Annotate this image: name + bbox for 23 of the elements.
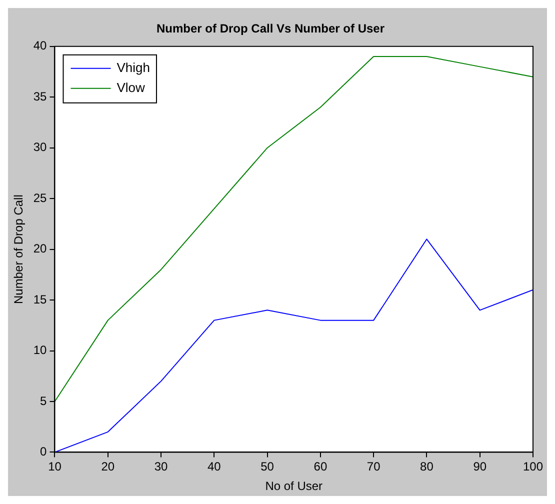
y-tick-label: 10 (33, 343, 48, 358)
x-axis-title: No of User (265, 479, 323, 494)
x-tick-label: 40 (207, 460, 222, 474)
legend-label: Vhigh (116, 60, 150, 75)
y-tick-label: 0 (40, 444, 48, 459)
chart-title: Number of Drop Call Vs Number of User (156, 22, 385, 36)
y-tick-label: 20 (33, 242, 48, 256)
x-tick-label: 80 (420, 460, 434, 474)
legend-label: Vlow (116, 80, 146, 95)
y-tick-label: 35 (33, 89, 48, 104)
x-tick-label: 60 (314, 460, 328, 474)
y-tick-label: 40 (33, 38, 48, 53)
x-tick-label: 90 (473, 460, 487, 474)
y-tick-label: 25 (33, 190, 48, 205)
y-tick-label: 15 (33, 292, 48, 306)
x-tick-label: 30 (154, 460, 168, 474)
x-tick-label: 50 (260, 460, 274, 474)
x-tick-label: 20 (101, 460, 115, 474)
x-tick-label: 70 (366, 460, 381, 474)
y-tick-label: 5 (40, 394, 48, 408)
y-tick-label: 30 (33, 140, 48, 154)
x-tick-label: 100 (522, 460, 544, 474)
y-axis-title: Number of Drop Call (12, 194, 26, 304)
